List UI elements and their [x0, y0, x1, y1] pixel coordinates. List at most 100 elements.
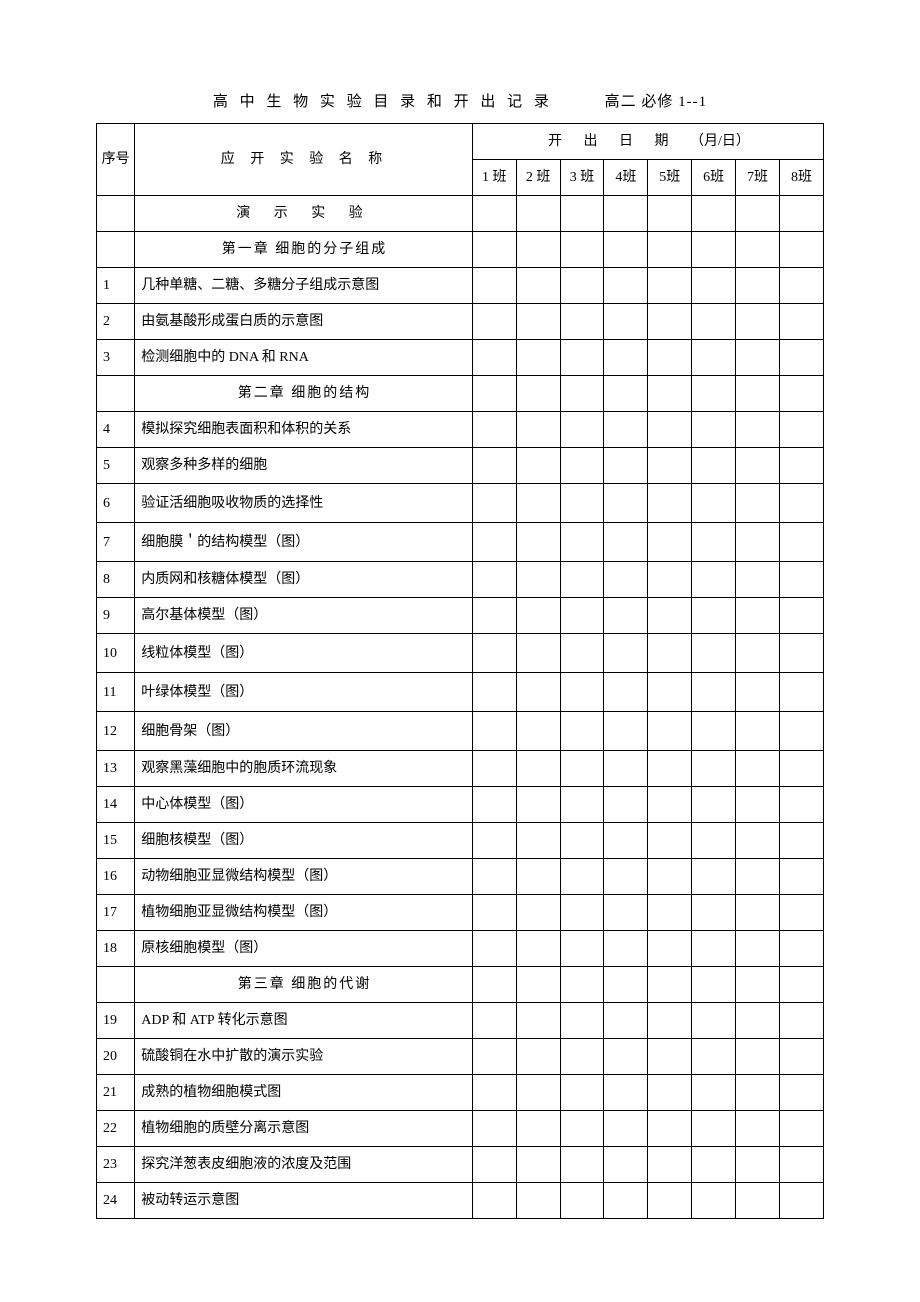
chapter-row: 第三章 细胞的代谢: [97, 967, 824, 1003]
experiment-name-cell: 细胞膜＇的结构模型（图）: [135, 523, 473, 562]
seq-cell: 13: [97, 751, 135, 787]
date-cell: [692, 523, 736, 562]
date-cell: [779, 304, 823, 340]
date-cell: [472, 823, 516, 859]
date-cell: [472, 1147, 516, 1183]
date-cell: [604, 340, 648, 376]
experiment-name-cell: 验证活细胞吸收物质的选择性: [135, 484, 473, 523]
date-cell: [560, 1039, 604, 1075]
date-cell: [648, 1075, 692, 1111]
date-cell: [692, 448, 736, 484]
table-row: 11叶绿体模型（图）: [97, 673, 824, 712]
seq-cell: [97, 232, 135, 268]
header-class-2: 2 班: [516, 160, 560, 196]
date-cell: [516, 598, 560, 634]
empty-cell: [560, 196, 604, 232]
date-cell: [692, 484, 736, 523]
date-cell: [736, 1111, 780, 1147]
date-cell: [472, 304, 516, 340]
date-cell: [648, 634, 692, 673]
date-cell: [692, 712, 736, 751]
date-cell: [472, 1003, 516, 1039]
date-cell: [516, 634, 560, 673]
date-cell: [692, 634, 736, 673]
date-cell: [779, 859, 823, 895]
experiment-name-cell: 动物细胞亚显微结构模型（图）: [135, 859, 473, 895]
experiment-table: 序号 应 开 实 验 名 称 开 出 日 期 （月/日） 1 班2 班3 班4班…: [96, 123, 824, 1219]
date-cell: [560, 823, 604, 859]
empty-cell: [472, 196, 516, 232]
empty-cell: [779, 196, 823, 232]
date-cell: [736, 448, 780, 484]
table-row: 16动物细胞亚显微结构模型（图）: [97, 859, 824, 895]
seq-cell: 20: [97, 1039, 135, 1075]
date-cell: [779, 787, 823, 823]
seq-cell: 16: [97, 859, 135, 895]
date-cell: [692, 1039, 736, 1075]
date-cell: [779, 967, 823, 1003]
date-cell: [516, 859, 560, 895]
header-class-4: 4班: [604, 160, 648, 196]
date-cell: [472, 751, 516, 787]
date-cell: [779, 673, 823, 712]
date-cell: [648, 712, 692, 751]
date-cell: [648, 376, 692, 412]
seq-cell: [97, 967, 135, 1003]
date-cell: [648, 598, 692, 634]
table-row: 20硫酸铜在水中扩散的演示实验: [97, 1039, 824, 1075]
date-cell: [560, 448, 604, 484]
seq-cell: 7: [97, 523, 135, 562]
date-cell: [604, 751, 648, 787]
date-cell: [604, 1039, 648, 1075]
date-cell: [648, 673, 692, 712]
seq-cell: 21: [97, 1075, 135, 1111]
date-cell: [779, 448, 823, 484]
date-cell: [560, 931, 604, 967]
header-class-label: 1 班: [473, 160, 516, 195]
date-cell: [560, 268, 604, 304]
date-cell: [736, 823, 780, 859]
date-cell: [560, 340, 604, 376]
date-cell: [560, 751, 604, 787]
empty-cell: [736, 196, 780, 232]
table-row: 14中心体模型（图）: [97, 787, 824, 823]
date-cell: [779, 751, 823, 787]
date-cell: [736, 376, 780, 412]
date-cell: [472, 931, 516, 967]
table-body: 第一章 细胞的分子组成1几种单糖、二糖、多糖分子组成示意图2由氨基酸形成蛋白质的…: [97, 232, 824, 1219]
date-cell: [692, 232, 736, 268]
seq-cell: 1: [97, 268, 135, 304]
experiment-name-cell: 被动转运示意图: [135, 1183, 473, 1219]
date-cell: [604, 1147, 648, 1183]
experiment-name-cell: 中心体模型（图）: [135, 787, 473, 823]
experiment-name-cell: 叶绿体模型（图）: [135, 673, 473, 712]
date-cell: [648, 484, 692, 523]
date-cell: [779, 823, 823, 859]
experiment-name-cell: 硫酸铜在水中扩散的演示实验: [135, 1039, 473, 1075]
header-class-5: 5班: [648, 160, 692, 196]
date-cell: [779, 340, 823, 376]
date-cell: [736, 751, 780, 787]
empty-cell: [516, 196, 560, 232]
table-row: 1几种单糖、二糖、多糖分子组成示意图: [97, 268, 824, 304]
date-cell: [736, 673, 780, 712]
date-cell: [692, 1003, 736, 1039]
experiment-name-cell: 原核细胞模型（图）: [135, 931, 473, 967]
seq-cell: 5: [97, 448, 135, 484]
date-cell: [516, 751, 560, 787]
date-cell: [604, 376, 648, 412]
date-cell: [516, 376, 560, 412]
date-cell: [472, 268, 516, 304]
table-row: 8内质网和核糖体模型（图）: [97, 562, 824, 598]
header-class-label: 7班: [736, 160, 779, 195]
date-cell: [736, 1183, 780, 1219]
date-cell: [560, 895, 604, 931]
date-cell: [736, 268, 780, 304]
table-row: 4模拟探究细胞表面积和体积的关系: [97, 412, 824, 448]
date-cell: [516, 1075, 560, 1111]
date-cell: [516, 304, 560, 340]
date-cell: [648, 523, 692, 562]
date-cell: [604, 484, 648, 523]
date-cell: [779, 412, 823, 448]
experiment-name-cell: 检测细胞中的 DNA 和 RNA: [135, 340, 473, 376]
